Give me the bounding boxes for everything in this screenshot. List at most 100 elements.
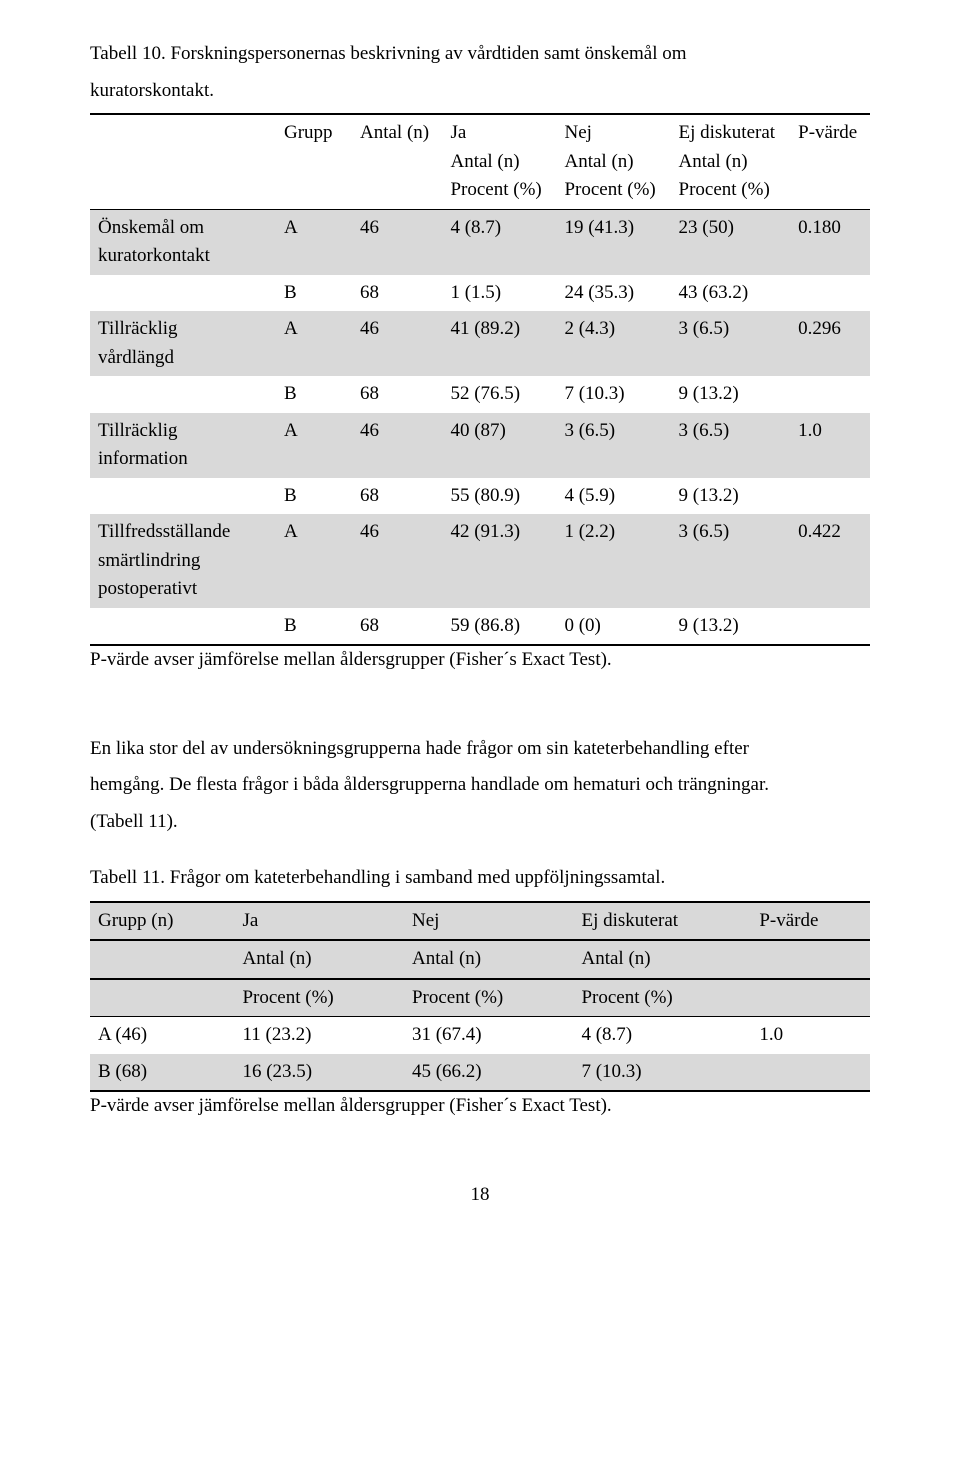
- t11-head-blank2: [90, 940, 234, 979]
- table-row: Önskemål omkuratorkontaktA464 (8.7)19 (4…: [90, 209, 870, 275]
- t10-cell-p: 0.180: [790, 209, 870, 275]
- table-row: B6855 (80.9)4 (5.9)9 (13.2): [90, 478, 870, 515]
- t10-rowlabel-l2: vårdlängd: [98, 344, 268, 373]
- table-row: B6852 (76.5)7 (10.3)9 (13.2): [90, 376, 870, 413]
- mid-paragraph-l3: (Tabell 11).: [90, 808, 870, 837]
- t10-rowlabel-l1: Tillfredsställande: [98, 518, 268, 547]
- t11-cell-ja: 16 (23.5): [234, 1054, 404, 1092]
- table-row: Tillfredsställandesmärtlindringpostopera…: [90, 514, 870, 608]
- t10-cell-n: 46: [352, 514, 442, 608]
- t11-head-blank3: [751, 940, 870, 979]
- t10-rowlabel-l2: kuratorkontakt: [98, 242, 268, 271]
- t10-rowlabel-l1: Tillräcklig: [98, 417, 268, 446]
- table11-title: Tabell 11. Frågor om kateterbehandling i…: [90, 864, 870, 893]
- table11-footnote: P-värde avser jämförelse mellan åldersgr…: [90, 1092, 870, 1121]
- mid-paragraph-l2: hemgång. De flesta frågor i båda åldersg…: [90, 771, 870, 800]
- table-row: A (46)11 (23.2)31 (67.4)4 (8.7)1.0: [90, 1017, 870, 1054]
- t10-head-ja: Ja Antal (n) Procent (%): [442, 114, 556, 209]
- t10-rowlabel-l2: smärtlindring: [98, 547, 268, 576]
- t10-cell-p: [790, 376, 870, 413]
- t10-cell-ja: 41 (89.2): [442, 311, 556, 376]
- t10-cell-n: 68: [352, 376, 442, 413]
- t10-head-nej-l2: Antal (n): [564, 148, 662, 177]
- t11-head-ja-l3: Procent (%): [234, 979, 404, 1017]
- t10-cell-p: 1.0: [790, 413, 870, 478]
- t10-rowlabel: Tillräckligvårdlängd: [90, 311, 276, 376]
- t10-cell-ja: 55 (80.9): [442, 478, 556, 515]
- t10-cell-ej: 43 (63.2): [671, 275, 791, 312]
- t10-cell-grp: B: [276, 608, 352, 646]
- t10-cell-ja: 4 (8.7): [442, 209, 556, 275]
- t10-cell-ej: 23 (50): [671, 209, 791, 275]
- t11-head-p: P-värde: [751, 902, 870, 941]
- t10-head-ja-l3: Procent (%): [450, 176, 548, 205]
- t11-cell-p: 1.0: [751, 1017, 870, 1054]
- t10-head-blank: [90, 114, 276, 209]
- t10-cell-grp: A: [276, 311, 352, 376]
- t10-cell-ej: 9 (13.2): [671, 376, 791, 413]
- t11-head-blank5: [751, 979, 870, 1017]
- t10-cell-nej: 1 (2.2): [556, 514, 670, 608]
- t10-rowlabel: [90, 478, 276, 515]
- t10-cell-n: 68: [352, 275, 442, 312]
- t10-head-nej-l1: Nej: [564, 119, 662, 148]
- t10-head-ej: Ej diskuterat Antal (n) Procent (%): [671, 114, 791, 209]
- t10-head-ej-l1: Ej diskuterat: [679, 119, 783, 148]
- t10-head-nej: Nej Antal (n) Procent (%): [556, 114, 670, 209]
- table-row: B (68)16 (23.5)45 (66.2)7 (10.3): [90, 1054, 870, 1092]
- t10-head-ej-l2: Antal (n): [679, 148, 783, 177]
- t10-cell-ej: 3 (6.5): [671, 413, 791, 478]
- mid-paragraph-l1: En lika stor del av undersökningsgrupper…: [90, 735, 870, 764]
- table-11: Grupp (n) Ja Nej Ej diskuterat P-värde A…: [90, 901, 870, 1093]
- table-row: TillräckligvårdlängdA4641 (89.2)2 (4.3)3…: [90, 311, 870, 376]
- t11-head-nej-l2: Antal (n): [404, 940, 574, 979]
- t11-cell-nej: 31 (67.4): [404, 1017, 574, 1054]
- t11-head-nej-l3: Procent (%): [404, 979, 574, 1017]
- t11-head-grupp: Grupp (n): [90, 902, 234, 941]
- table-row: B681 (1.5)24 (35.3)43 (63.2): [90, 275, 870, 312]
- t10-cell-ja: 59 (86.8): [442, 608, 556, 646]
- t11-cell-g: A (46): [90, 1017, 234, 1054]
- table10-title-line1: Tabell 10. Forskningspersonernas beskriv…: [90, 40, 870, 69]
- page-number: 18: [90, 1181, 870, 1210]
- t10-cell-grp: B: [276, 275, 352, 312]
- t10-cell-n: 68: [352, 608, 442, 646]
- t10-cell-ja: 1 (1.5): [442, 275, 556, 312]
- page: Tabell 10. Forskningspersonernas beskriv…: [0, 0, 960, 1249]
- t11-head-blank4: [90, 979, 234, 1017]
- t10-cell-grp: A: [276, 413, 352, 478]
- t10-cell-p: 0.296: [790, 311, 870, 376]
- t10-cell-nej: 3 (6.5): [556, 413, 670, 478]
- t10-rowlabel: Tillfredsställandesmärtlindringpostopera…: [90, 514, 276, 608]
- t11-cell-nej: 45 (66.2): [404, 1054, 574, 1092]
- t10-rowlabel-l3: postoperativt: [98, 575, 268, 604]
- t11-cell-ej: 4 (8.7): [573, 1017, 751, 1054]
- t10-rowlabel: Tillräckliginformation: [90, 413, 276, 478]
- t10-cell-ej: 9 (13.2): [671, 608, 791, 646]
- t10-head-ja-l2: Antal (n): [450, 148, 548, 177]
- t11-head-nej-l1: Nej: [404, 902, 574, 941]
- t10-cell-grp: B: [276, 478, 352, 515]
- t11-cell-p: [751, 1054, 870, 1092]
- t10-cell-p: [790, 478, 870, 515]
- t10-rowlabel: [90, 275, 276, 312]
- t10-cell-nej: 2 (4.3): [556, 311, 670, 376]
- t10-cell-ej: 3 (6.5): [671, 514, 791, 608]
- t10-cell-grp: A: [276, 209, 352, 275]
- t11-head-ej-l3: Procent (%): [573, 979, 751, 1017]
- t10-cell-n: 46: [352, 209, 442, 275]
- t11-head-ja-l1: Ja: [234, 902, 404, 941]
- t11-cell-ej: 7 (10.3): [573, 1054, 751, 1092]
- t10-cell-ej: 3 (6.5): [671, 311, 791, 376]
- t10-cell-ja: 40 (87): [442, 413, 556, 478]
- t10-head-nej-l3: Procent (%): [564, 176, 662, 205]
- t10-rowlabel-l1: Önskemål om: [98, 214, 268, 243]
- t10-head-ja-l1: Ja: [450, 119, 548, 148]
- t11-cell-ja: 11 (23.2): [234, 1017, 404, 1054]
- t10-cell-nej: 4 (5.9): [556, 478, 670, 515]
- t10-cell-n: 46: [352, 311, 442, 376]
- table10-footnote: P-värde avser jämförelse mellan åldersgr…: [90, 646, 870, 675]
- t10-cell-ja: 42 (91.3): [442, 514, 556, 608]
- t10-cell-nej: 24 (35.3): [556, 275, 670, 312]
- t10-rowlabel: [90, 376, 276, 413]
